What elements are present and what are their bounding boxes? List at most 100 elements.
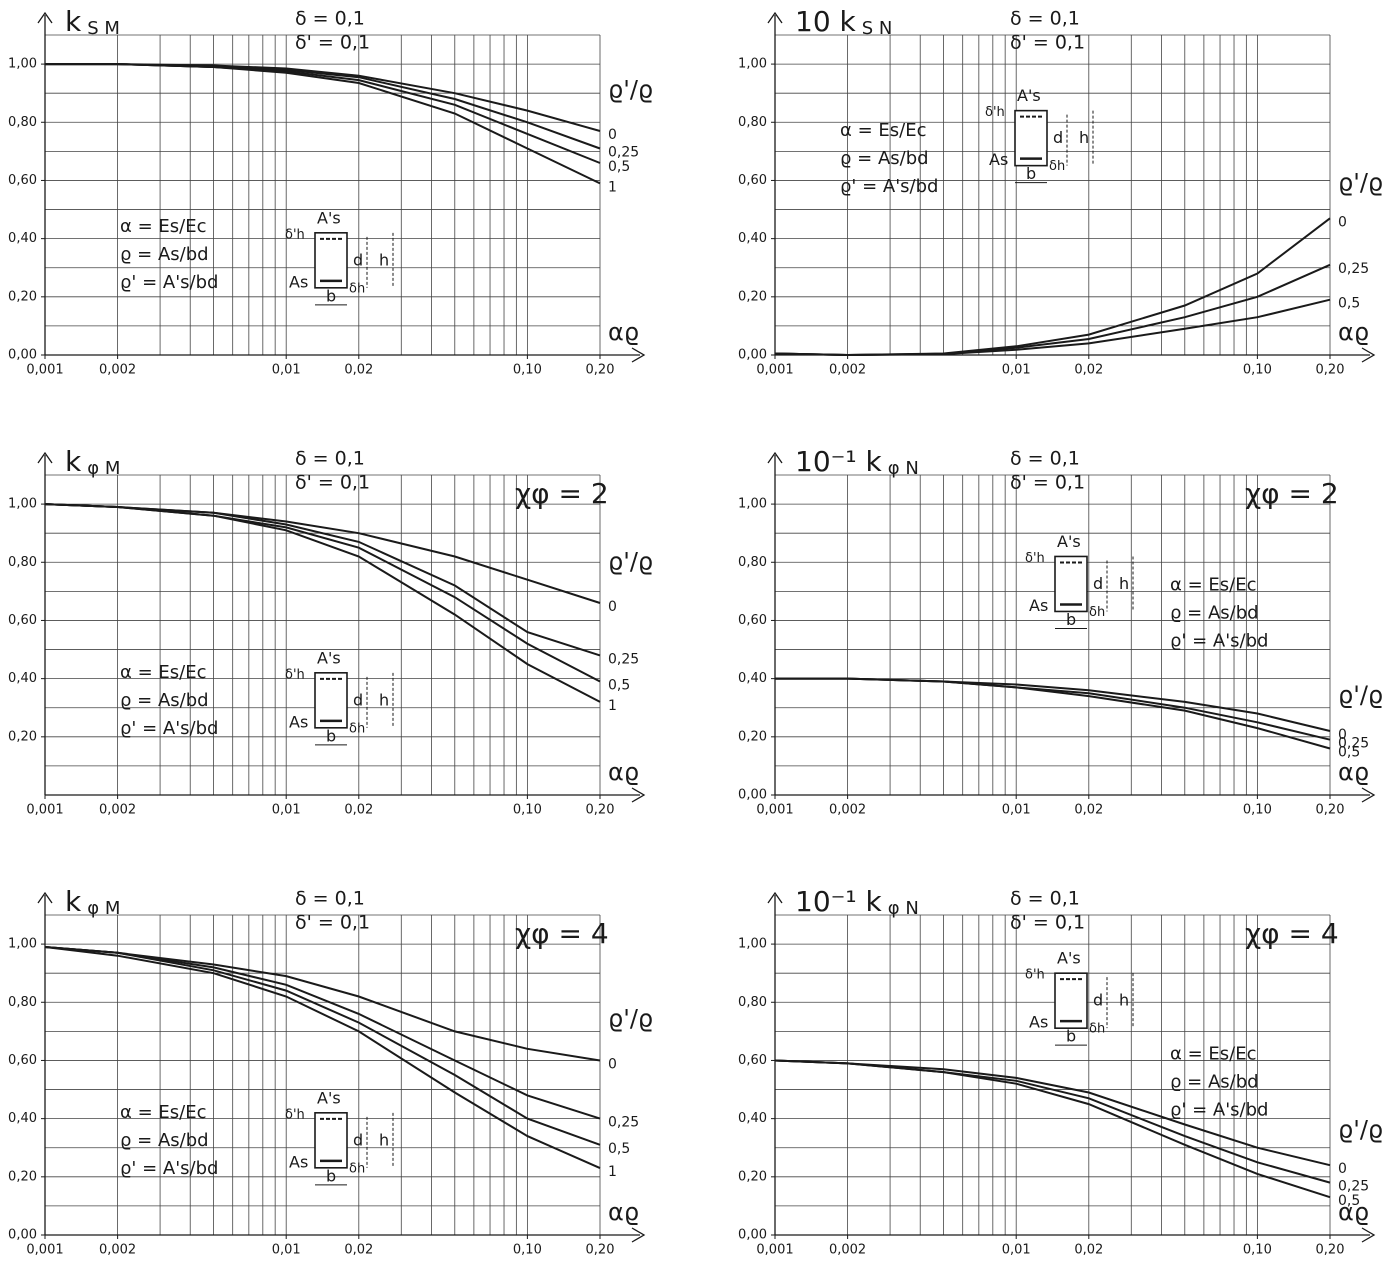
title-sub: φ M	[87, 458, 120, 479]
definition: ϱ' = A's/bd	[1170, 1100, 1268, 1121]
x-axis-label: αϱ	[608, 758, 639, 786]
y-tick-label: 0,80	[738, 995, 767, 1010]
x-tick-label: 0,002	[829, 1243, 866, 1258]
definition: ϱ' = A's/bd	[840, 176, 938, 197]
section	[1054, 555, 1088, 613]
y-tick-label: 0,20	[8, 289, 37, 304]
legend-label: 0,5	[1338, 744, 1360, 760]
parameter: δ = 0,1	[1010, 888, 1080, 910]
definition: ϱ = As/bd	[1170, 1072, 1259, 1093]
annotation: χφ = 4	[1245, 917, 1339, 950]
curve	[44, 503, 601, 703]
y-tick-label: 0,80	[8, 555, 37, 570]
section-label: As	[289, 1152, 308, 1171]
x-tick-label: 0,10	[513, 1243, 542, 1258]
legend-label: 0,5	[608, 159, 630, 175]
y-tick-label: 0,00	[8, 1228, 37, 1243]
section-label: δh	[1089, 1022, 1105, 1037]
x-tick-label: 0,01	[272, 803, 301, 818]
parameter: δ = 0,1	[295, 448, 365, 470]
section-label: b	[1026, 164, 1036, 183]
definition: ϱ' = A's/bd	[120, 718, 218, 739]
definition: α = Es/Ec	[120, 1102, 206, 1123]
section-label: A's	[1017, 86, 1041, 105]
x-tick-label: 0,002	[99, 1243, 136, 1258]
x-axis-arrow	[631, 787, 646, 803]
x-tick-label: 0,10	[1243, 803, 1272, 818]
section-label: δ'h	[285, 227, 305, 242]
definition: α = Es/Ec	[120, 662, 206, 683]
y-tick-label: 1,00	[8, 497, 37, 512]
y-tick-label: 0,40	[8, 671, 37, 686]
title-sub: φ N	[888, 458, 919, 479]
definition: α = Es/Ec	[1170, 1044, 1256, 1065]
x-axis-label: αϱ	[1338, 318, 1369, 346]
y-axis-arrow	[37, 451, 53, 464]
y-tick-label: 0,60	[738, 613, 767, 628]
title-main: 10⁻¹ k	[795, 885, 883, 918]
y-tick-label: 0,00	[738, 348, 767, 363]
section-label: A's	[1057, 949, 1081, 968]
y-tick-label: 0,20	[738, 1169, 767, 1184]
y-axis-arrow	[37, 11, 53, 24]
annotation: χφ = 2	[1245, 477, 1339, 510]
x-axis-arrow	[631, 1227, 646, 1243]
x-tick-label: 0,01	[1002, 803, 1031, 818]
section-label: h	[1119, 574, 1129, 593]
x-axis-arrow	[1361, 787, 1376, 803]
title-main: k	[65, 445, 82, 478]
x-tick-label: 0,01	[1002, 363, 1031, 378]
x-axis-arrow	[631, 347, 646, 363]
section-label: A's	[317, 208, 341, 227]
x-tick-label: 0,001	[26, 363, 63, 378]
x-axis-label: αϱ	[608, 1198, 639, 1226]
section-label: A's	[1057, 532, 1081, 551]
section-label: h	[379, 1130, 389, 1149]
section	[1054, 972, 1088, 1029]
section-label: h	[1079, 128, 1089, 147]
section-label: δh	[1049, 159, 1065, 174]
x-tick-label: 0,20	[1316, 363, 1345, 378]
curve	[775, 677, 1331, 750]
y-tick-label: 0,80	[738, 555, 767, 570]
x-tick-label: 0,002	[829, 363, 866, 378]
y-tick-label: 0,40	[738, 231, 767, 246]
legend-label: 0,5	[1338, 1193, 1360, 1209]
x-tick-label: 0,001	[756, 803, 793, 818]
parameter: δ' = 0,1	[1010, 32, 1085, 54]
section-label: δh	[349, 721, 365, 736]
x-tick-label: 0,002	[829, 803, 866, 818]
y-axis-arrow	[767, 11, 783, 24]
section-label: d	[1093, 574, 1103, 593]
definition: α = Es/Ec	[120, 216, 206, 237]
legend-label: 0,25	[608, 651, 639, 667]
legend-label: 0,5	[608, 678, 630, 694]
section-label: h	[379, 690, 389, 709]
x-tick-label: 0,001	[756, 1243, 793, 1258]
x-tick-label: 0,001	[756, 363, 793, 378]
x-tick-label: 0,10	[1243, 1243, 1272, 1258]
definition: ϱ = As/bd	[120, 1130, 209, 1151]
x-tick-label: 0,20	[1316, 1243, 1345, 1258]
title-sub: S N	[862, 18, 893, 39]
parameter: δ' = 0,1	[1010, 912, 1085, 934]
annotation: χφ = 2	[515, 477, 609, 510]
y-tick-label: 0,80	[738, 115, 767, 130]
section-label: d	[353, 250, 363, 269]
x-tick-label: 0,02	[344, 363, 373, 378]
section-label: As	[989, 150, 1008, 169]
section-label: b	[326, 1166, 336, 1185]
section-label: A's	[317, 648, 341, 667]
y-tick-label: 0,80	[8, 115, 37, 130]
section-label: b	[1066, 610, 1076, 629]
x-axis-arrow	[1361, 347, 1376, 363]
y-tick-label: 1,00	[8, 937, 37, 952]
legend-label: 0,25	[1338, 736, 1369, 752]
parameter: δ = 0,1	[1010, 448, 1080, 470]
y-tick-label: 0,60	[738, 1053, 767, 1068]
curve	[45, 63, 601, 185]
definition: ϱ = As/bd	[120, 244, 209, 265]
